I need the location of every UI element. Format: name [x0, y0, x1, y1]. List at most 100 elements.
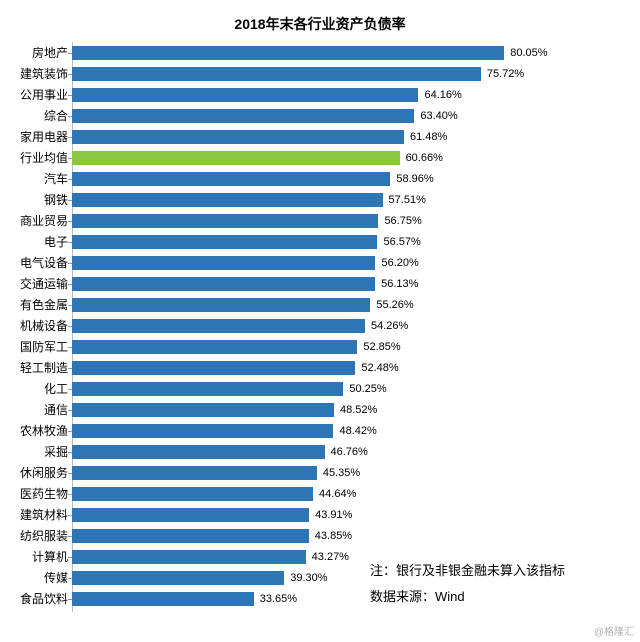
bar-value-label: 64.16% — [418, 89, 461, 101]
bar — [72, 571, 284, 585]
bar — [72, 529, 309, 543]
axis-tick — [68, 95, 72, 96]
bar-row: 行业均值60.66% — [72, 147, 620, 168]
bar-value-label: 52.48% — [355, 362, 398, 374]
bar — [72, 424, 333, 438]
category-label: 有色金属 — [20, 296, 72, 313]
axis-tick — [68, 305, 72, 306]
category-label: 公用事业 — [20, 86, 72, 103]
bar-highlight — [72, 151, 400, 165]
watermark: @格隆汇 — [594, 623, 634, 638]
bar-value-label: 80.05% — [504, 47, 547, 59]
bar-row: 家用电器61.48% — [72, 126, 620, 147]
chart-source: 数据来源：Wind — [370, 586, 465, 605]
axis-tick — [68, 179, 72, 180]
bar-row: 食品饮料33.65% — [72, 588, 620, 609]
bar-value-label: 56.57% — [377, 236, 420, 248]
axis-tick — [68, 494, 72, 495]
bar — [72, 88, 418, 102]
axis-tick — [68, 431, 72, 432]
bar — [72, 592, 254, 606]
axis-tick — [68, 347, 72, 348]
bar-value-label: 54.26% — [365, 320, 408, 332]
category-label: 国防军工 — [20, 338, 72, 355]
category-label: 医药生物 — [20, 485, 72, 502]
bar — [72, 403, 334, 417]
bar — [72, 214, 378, 228]
bar-row: 通信48.52% — [72, 399, 620, 420]
bar-row: 轻工制造52.48% — [72, 357, 620, 378]
axis-tick — [68, 578, 72, 579]
bar — [72, 67, 481, 81]
bar-value-label: 43.91% — [309, 509, 352, 521]
bar — [72, 46, 504, 60]
bar-row: 商业贸易56.75% — [72, 210, 620, 231]
axis-tick — [68, 389, 72, 390]
axis-tick — [68, 53, 72, 54]
axis-tick — [68, 263, 72, 264]
category-label: 交通运输 — [20, 275, 72, 292]
category-label: 食品饮料 — [20, 590, 72, 607]
axis-tick — [68, 326, 72, 327]
bar-row: 机械设备54.26% — [72, 315, 620, 336]
bar — [72, 466, 317, 480]
bar-value-label: 43.27% — [306, 551, 349, 563]
category-label: 轻工制造 — [20, 359, 72, 376]
bar — [72, 550, 306, 564]
axis-tick — [68, 452, 72, 453]
bar — [72, 445, 325, 459]
bar-value-label: 56.13% — [375, 278, 418, 290]
axis-tick — [68, 557, 72, 558]
bar — [72, 298, 370, 312]
bar — [72, 256, 375, 270]
bar-value-label: 75.72% — [481, 68, 524, 80]
bar-row: 医药生物44.64% — [72, 483, 620, 504]
bar — [72, 340, 357, 354]
bar — [72, 277, 375, 291]
bar-value-label: 58.96% — [390, 173, 433, 185]
axis-tick — [68, 410, 72, 411]
bar-row: 采掘46.76% — [72, 441, 620, 462]
axis-tick — [68, 116, 72, 117]
bar — [72, 235, 377, 249]
bar-value-label: 55.26% — [370, 299, 413, 311]
bar-value-label: 50.25% — [343, 383, 386, 395]
bar — [72, 508, 309, 522]
category-label: 家用电器 — [20, 128, 72, 145]
bar — [72, 193, 383, 207]
bar-row: 休闲服务45.35% — [72, 462, 620, 483]
bar-value-label: 56.75% — [378, 215, 421, 227]
bar-row: 建筑装饰75.72% — [72, 63, 620, 84]
axis-tick — [68, 473, 72, 474]
bar-value-label: 33.65% — [254, 593, 297, 605]
bar — [72, 172, 390, 186]
bar-value-label: 63.40% — [414, 110, 457, 122]
bar-value-label: 60.66% — [400, 152, 443, 164]
category-label: 房地产 — [32, 44, 72, 61]
axis-tick — [68, 242, 72, 243]
chart-footnote: 注：银行及非银金融未算入该指标 — [370, 560, 565, 579]
axis-tick — [68, 515, 72, 516]
bar-row: 农林牧渔48.42% — [72, 420, 620, 441]
axis-tick — [68, 137, 72, 138]
bar-row: 钢铁57.51% — [72, 189, 620, 210]
bar-value-label: 56.20% — [375, 257, 418, 269]
bar-row: 国防军工52.85% — [72, 336, 620, 357]
bar-row: 公用事业64.16% — [72, 84, 620, 105]
bar-row: 电气设备56.20% — [72, 252, 620, 273]
category-label: 休闲服务 — [20, 464, 72, 481]
bar-value-label: 48.42% — [333, 425, 376, 437]
axis-tick — [68, 284, 72, 285]
bar — [72, 319, 365, 333]
category-label: 商业贸易 — [20, 212, 72, 229]
category-label: 建筑装饰 — [20, 65, 72, 82]
bar — [72, 109, 414, 123]
category-label: 电气设备 — [20, 254, 72, 271]
bar-value-label: 43.85% — [309, 530, 352, 542]
bar — [72, 130, 404, 144]
chart-title: 2018年末各行业资产负债率 — [0, 0, 640, 42]
bar-value-label: 52.85% — [357, 341, 400, 353]
bar-row: 纺织服装43.85% — [72, 525, 620, 546]
bar-value-label: 39.30% — [284, 572, 327, 584]
bar-chart: 房地产80.05%建筑装饰75.72%公用事业64.16%综合63.40%家用电… — [72, 42, 620, 612]
